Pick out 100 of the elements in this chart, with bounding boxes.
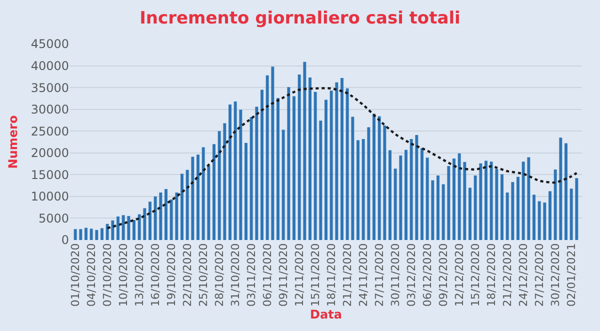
bar: [276, 98, 280, 240]
x-axis-title: Data: [310, 308, 342, 322]
bar: [116, 216, 120, 240]
bar: [84, 228, 88, 240]
bar: [127, 216, 130, 240]
bar: [404, 150, 408, 240]
bar: [399, 156, 402, 240]
bar: [154, 196, 157, 240]
bar: [308, 78, 312, 240]
x-tick-label: 06/12/2020: [420, 243, 434, 307]
bar: [394, 168, 397, 240]
x-tick-label: 24/11/2020: [356, 243, 370, 307]
x-tick-label: 03/11/2020: [244, 243, 258, 307]
bar: [111, 220, 114, 240]
bar: [287, 87, 290, 240]
bar: [138, 214, 141, 240]
bar: [511, 182, 514, 240]
bar: [351, 116, 354, 240]
bar: [415, 135, 418, 240]
x-tick-label: 22/10/2020: [180, 243, 194, 307]
x-tick-label: 10/10/2020: [116, 243, 130, 307]
bar: [175, 192, 178, 240]
bar: [559, 138, 562, 240]
bar: [335, 82, 338, 240]
x-tick-label: 28/10/2020: [212, 243, 226, 307]
chart-title: Incremento giornaliero casi totali: [140, 8, 460, 28]
x-tick-label: 02/01/2021: [564, 243, 578, 307]
x-tick-label: 25/10/2020: [196, 243, 210, 307]
bar: [410, 138, 413, 240]
bar: [271, 66, 274, 240]
bar: [564, 143, 568, 240]
bar: [218, 131, 221, 240]
bar: [239, 110, 242, 240]
x-tick-label: 12/11/2020: [292, 243, 306, 307]
bar: [575, 178, 578, 240]
bar: [378, 116, 381, 240]
bar: [538, 201, 541, 240]
bar: [202, 147, 205, 240]
x-tick-label: 30/11/2020: [388, 243, 402, 307]
bar: [442, 184, 445, 240]
bar: [314, 92, 317, 240]
bar: [122, 215, 125, 240]
bar: [372, 114, 376, 240]
bar: [132, 220, 136, 240]
bar: [522, 162, 525, 240]
x-tick-label: 31/10/2020: [228, 243, 242, 307]
y-axis-title: Numero: [6, 115, 20, 169]
y-tick-label: 35000: [30, 80, 69, 95]
x-tick-label: 16/10/2020: [148, 243, 162, 307]
x-tick-label: 06/11/2020: [260, 243, 274, 307]
bar: [164, 189, 168, 240]
bar: [191, 156, 194, 240]
y-tick-label: 15000: [30, 168, 69, 182]
bar: [186, 170, 189, 240]
bar: [474, 176, 477, 240]
bar: [298, 74, 301, 240]
x-tick-label: 18/11/2020: [324, 243, 338, 307]
bar: [207, 166, 210, 240]
x-tick-label: 01/10/2020: [68, 243, 82, 307]
bar: [234, 101, 237, 240]
bar: [479, 163, 482, 240]
bar: [367, 127, 370, 240]
bar: [484, 160, 488, 240]
bar: [212, 144, 216, 240]
bar: [516, 176, 520, 240]
bar: [100, 228, 104, 240]
bar: [260, 90, 264, 240]
y-tick-label: 25000: [30, 124, 69, 138]
bar: [330, 90, 333, 240]
bar: [436, 176, 440, 240]
bar: [452, 158, 456, 240]
bar: [388, 150, 392, 240]
bar: [282, 130, 285, 240]
y-tick-label: 30000: [30, 102, 69, 117]
bar: [106, 224, 109, 240]
y-tick-label: 10000: [30, 190, 69, 204]
bar: [346, 88, 349, 240]
x-tick-label: 21/11/2020: [340, 243, 354, 307]
bar: [90, 228, 93, 240]
line-series: [106, 87, 578, 230]
x-tick-label: 18/12/2020: [484, 243, 498, 307]
bar: [495, 169, 498, 240]
bar: [250, 117, 253, 240]
bar: [356, 140, 360, 240]
bar: [548, 191, 552, 240]
bar: [458, 153, 461, 240]
x-tick-label: 27/12/2020: [532, 243, 546, 307]
bar: [570, 188, 573, 240]
bar: [362, 138, 365, 240]
y-tick-label: 40000: [30, 58, 69, 73]
bar: [303, 62, 306, 240]
x-tick-label: 19/10/2020: [164, 243, 178, 307]
x-tick-label: 15/12/2020: [468, 243, 482, 307]
y-tick-label: 45000: [30, 37, 69, 52]
x-tick-label: 21/12/2020: [500, 243, 514, 307]
bar: [340, 78, 344, 240]
bar: [170, 199, 173, 240]
bar: [159, 192, 162, 240]
bar: [490, 162, 493, 240]
bar: [447, 166, 450, 240]
